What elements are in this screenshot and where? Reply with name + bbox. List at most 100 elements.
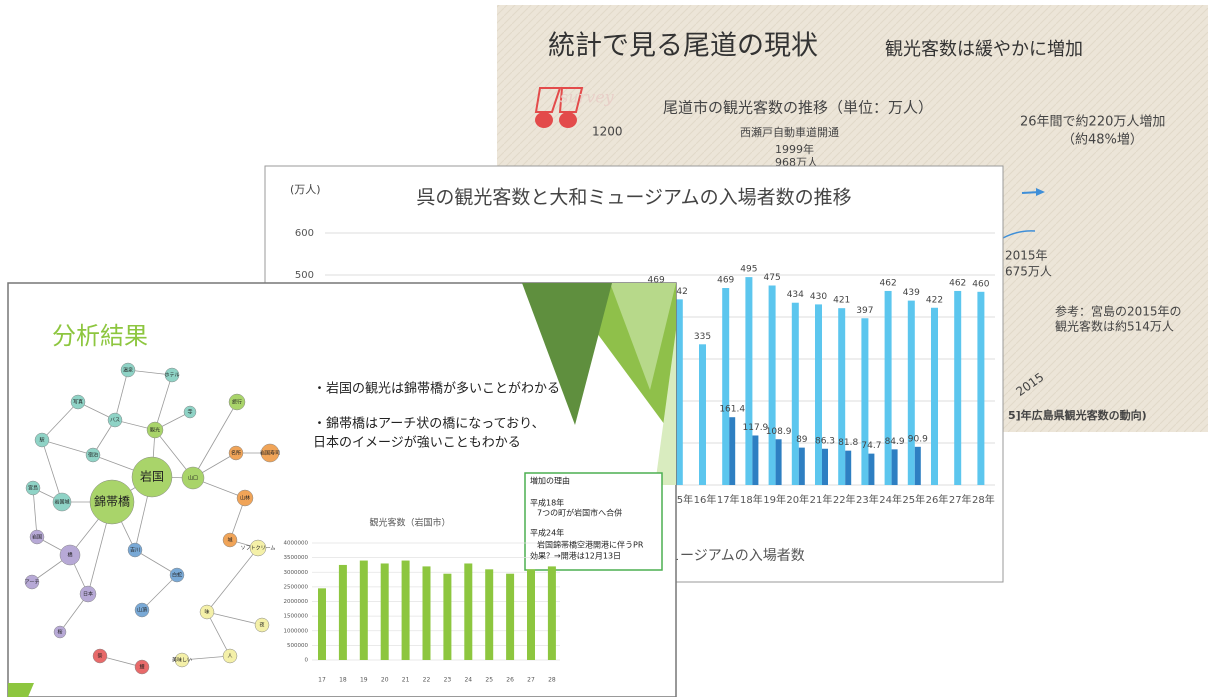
node-label: 夜 [259, 622, 264, 629]
x-tick-label: 17年 [717, 493, 740, 506]
node-label: ホテル [164, 373, 179, 379]
bar [822, 448, 828, 485]
node-label: 名所 [231, 450, 241, 457]
slide-text: 2015年 [1005, 249, 1048, 263]
node-label: 温泉 [123, 367, 133, 374]
y-tick-label: 600 [295, 228, 314, 239]
x-tick-label: 25年 [902, 493, 925, 506]
network-node [222, 532, 238, 548]
value-label: 81.8 [838, 438, 858, 448]
slide-text: 西瀬戸自動車道開通 [740, 125, 839, 139]
network-edge [41, 401, 79, 441]
slide-text: （約48%増） [1062, 133, 1143, 148]
value-label: 475 [764, 273, 781, 283]
value-label: 161.4 [719, 405, 745, 415]
node-label: 宮島 [28, 485, 38, 492]
value-label: 108.9 [766, 427, 792, 437]
network-node [164, 367, 180, 383]
bar [380, 563, 389, 660]
bar [699, 344, 706, 485]
network-node [107, 412, 123, 428]
bar [401, 560, 410, 660]
network-node [260, 443, 280, 463]
node-label: 山口 [188, 475, 198, 482]
network-edge [114, 369, 129, 421]
node-label: バス [110, 418, 120, 424]
network-node [131, 456, 173, 498]
slide-text: 675万人 [1005, 265, 1052, 279]
bar [884, 290, 892, 485]
network-edge [154, 374, 173, 431]
slide-text: 1999年 [775, 142, 814, 156]
note-box [524, 472, 663, 571]
value-label: 434 [787, 290, 804, 300]
node-label: 桜 [57, 629, 62, 636]
network-node [70, 394, 86, 410]
x-tick-label: 18 [339, 677, 347, 684]
bar [443, 573, 452, 660]
slide-text: 1200 [592, 125, 623, 139]
node-label: 白蛇 [172, 572, 182, 579]
bar [798, 447, 805, 485]
bar [729, 417, 736, 485]
network-edge [206, 611, 263, 626]
network-node [24, 574, 40, 590]
network-node [199, 604, 215, 620]
bar [931, 307, 938, 485]
value-label: 397 [856, 306, 873, 316]
x-tick-label: 20 [381, 677, 389, 684]
x-tick-label: 21年 [810, 493, 833, 506]
network-node [79, 585, 97, 603]
value-label: 86.3 [815, 436, 835, 446]
bar [359, 560, 368, 660]
network-node [183, 405, 197, 419]
bar [338, 564, 347, 660]
x-tick-label: 23 [444, 677, 452, 684]
x-tick-label: 24 [464, 677, 472, 684]
network-node [236, 489, 254, 507]
note-line: 7つの町が岩国市へ合併 [537, 508, 622, 518]
bar [506, 573, 515, 660]
x-tick-label: 21 [402, 677, 410, 684]
value-label: 117.9 [743, 423, 769, 433]
network-edge [192, 401, 238, 479]
y-tick-label: 3000000 [284, 570, 309, 576]
x-tick-label: 22 [423, 677, 431, 684]
network-node [85, 447, 101, 463]
bar [422, 566, 431, 660]
bar [861, 318, 869, 485]
network-edge [32, 487, 38, 538]
curve [1002, 230, 1036, 239]
x-tick-label: 27年 [949, 493, 972, 506]
network-node [228, 393, 246, 411]
node-label: 観光 [150, 427, 160, 434]
slide-text: 5]年広島県観光客数の動向) [1008, 408, 1147, 422]
network-node [59, 544, 81, 566]
bar [791, 302, 799, 485]
bar [768, 285, 776, 485]
subtitle: 観光客数は緩やかに増加 [885, 39, 1083, 60]
node-label: 写真 [73, 399, 83, 406]
network-node [34, 432, 50, 448]
x-tick-label: 24年 [879, 493, 902, 506]
node-label: 岩国寿司 [260, 450, 280, 457]
x-tick-label: 25 [485, 677, 493, 684]
bar [815, 304, 822, 485]
value-label: 335 [694, 332, 711, 342]
network-node [53, 625, 67, 639]
chart-title: 尾道市の観光客数の推移（単位：万人） [663, 99, 933, 117]
x-tick-label: 20年 [786, 493, 809, 506]
bar [907, 300, 915, 485]
y-tick-label: 2000000 [284, 599, 309, 605]
network-edge [141, 574, 178, 611]
note-line: 平成24年 [530, 528, 564, 538]
network-edge [206, 547, 259, 613]
bar [845, 450, 852, 485]
bar [868, 453, 875, 485]
bar [914, 446, 921, 485]
x-tick-label: 17 [318, 677, 326, 684]
network-node [222, 648, 238, 664]
bar [745, 277, 753, 485]
slide-text: 観光客数は約514万人 [1055, 319, 1174, 334]
bar [775, 439, 782, 485]
